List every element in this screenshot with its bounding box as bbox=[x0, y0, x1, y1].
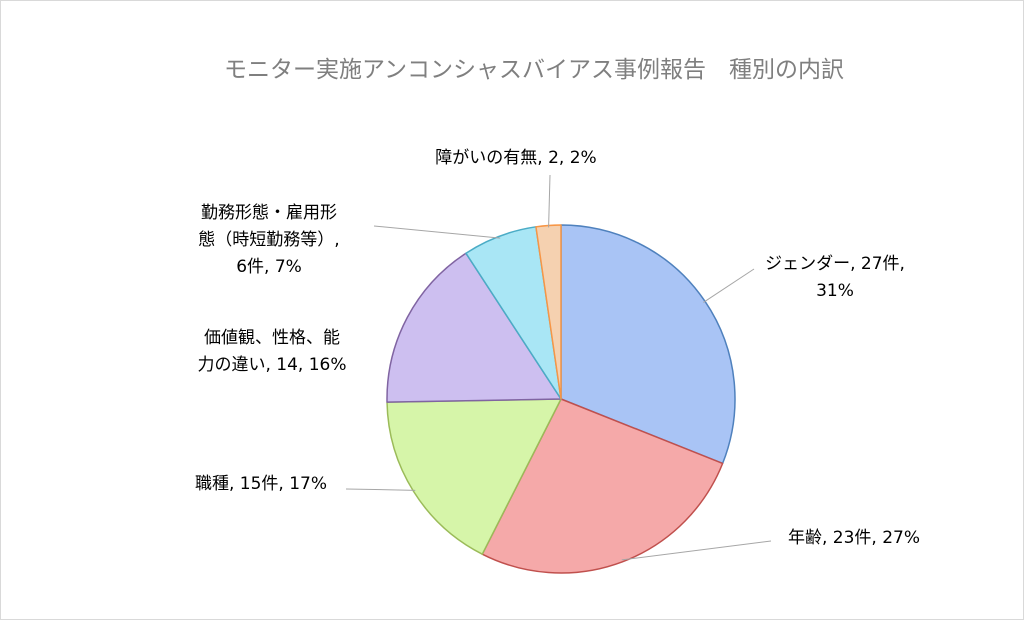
data-label-work-style: 勤務形態・雇用形態（時短勤務等）, 6件, 7% bbox=[198, 203, 339, 277]
data-label-line: 職種, 15件, 17% bbox=[195, 474, 327, 494]
data-label-disability: 障がいの有無, 2, 2% bbox=[435, 148, 596, 168]
data-label-line: 力の違い, 14, 16% bbox=[197, 355, 346, 375]
data-labels: ジェンダー, 27件, 31% 年齢, 23件, 27% 職種, 15件, 17% 価値… bbox=[195, 148, 920, 548]
chart-title: モニター実施アンコンシャスバイアス事例報告 種別の内訳 bbox=[224, 57, 844, 83]
data-label-gender: ジェンダー, 27件, 31% bbox=[765, 254, 905, 301]
pie-slice-age bbox=[481, 398, 724, 574]
data-label-values-personality: 価値観、性格、能力の違い, 14, 16% bbox=[197, 328, 346, 375]
data-label-line: 6件, 7% bbox=[236, 257, 302, 277]
data-label-line: 年齢, 23件, 27% bbox=[788, 528, 920, 548]
data-label-line: 態（時短勤務等）, bbox=[198, 230, 339, 250]
pie-slice-values-personality bbox=[386, 252, 562, 403]
pie-slices bbox=[386, 224, 736, 574]
data-label-line: 障がいの有無, 2, 2% bbox=[435, 148, 596, 168]
leader-line-job-type bbox=[345, 488, 416, 491]
data-label-line: ジェンダー, 27件, bbox=[765, 254, 905, 274]
data-label-line: 価値観、性格、能 bbox=[204, 328, 340, 348]
leader-line-gender bbox=[703, 268, 755, 303]
leader-lines bbox=[345, 174, 772, 561]
data-label-job-type: 職種, 15件, 17% bbox=[195, 474, 327, 494]
leader-line-work-style bbox=[373, 225, 501, 239]
pie-slice-job-type bbox=[386, 398, 562, 555]
leader-line-disability bbox=[548, 174, 551, 228]
data-label-line: 勤務形態・雇用形 bbox=[201, 203, 337, 223]
data-label-line: 31% bbox=[816, 281, 854, 301]
leader-line-age bbox=[621, 540, 772, 561]
data-label-age: 年齢, 23件, 27% bbox=[788, 528, 920, 548]
